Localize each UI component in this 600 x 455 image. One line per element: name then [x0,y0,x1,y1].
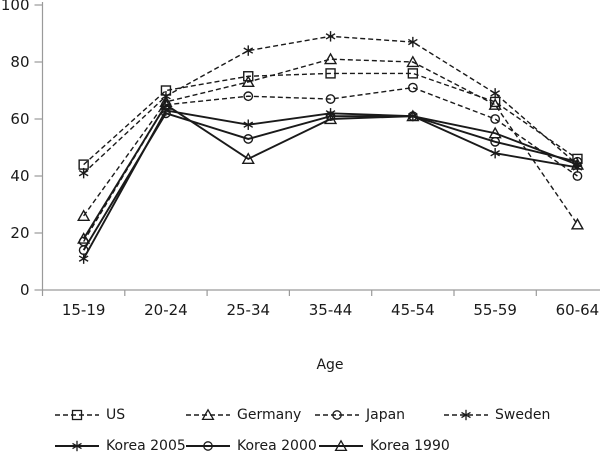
legend-label: US [106,407,126,423]
triangle-marker-icon [406,109,420,122]
legend-circle-icon [186,441,230,451]
series-korea-2000-line [82,112,578,251]
triangle-marker-icon [488,98,502,110]
asterisk-marker-icon [490,88,501,99]
legend-square-icon [55,409,99,421]
triangle-marker-icon [241,75,255,88]
series-japan [78,82,583,247]
line-chart: 0 20 40 60 80 100 15-19 20-24 25-34 35-44 45-54 55-… [1,0,600,373]
triangle-marker-icon [334,439,348,452]
legend-item-japan: Japan [315,406,405,424]
circle-marker-icon [325,111,336,122]
y-tick-label: 100 [1,0,30,14]
asterisk-marker-icon [325,31,336,42]
triangle-marker-icon [159,98,173,110]
y-tick-label: 20 [10,224,29,242]
square-marker-icon [71,409,83,421]
series-korea-1990-line [82,103,578,240]
y-tick-label: 60 [10,110,29,128]
triangle-marker-icon [570,217,585,230]
triangle-marker-icon [570,157,585,170]
legend-circle-icon [315,410,359,420]
asterisk-marker-icon [78,167,89,179]
legend-label: Korea 2000 [237,438,317,454]
x-tick-label: 20-24 [144,301,188,319]
legend-triangle-icon [319,439,363,452]
x-tick-label: 15-19 [62,301,106,319]
triangle-marker-icon [323,112,338,125]
legend-item-sweden: Sweden [444,406,550,424]
series-sweden-line [83,35,578,174]
asterisk-marker-icon [461,409,471,421]
legend-item-us: US [55,406,125,424]
x-tick-label: 35-44 [309,301,353,319]
legend-label: Japan [366,407,406,423]
circle-marker-icon [490,114,501,124]
x-tick-label: 60-64 [556,301,600,319]
legend-item-korea-2000: Korea 2000 [186,437,317,455]
y-tick-label: 40 [10,167,29,185]
legend-triangle-icon [186,408,230,421]
square-marker-icon [325,68,336,79]
legend-asterisk-icon [444,409,488,421]
legend-label: Korea 1990 [370,438,450,454]
circle-marker-icon [407,82,418,93]
series-japan-line [83,86,578,242]
legend-asterisk-icon [55,440,99,452]
circle-marker-icon [243,134,254,144]
y-tick-label: 0 [20,281,30,299]
series-korea-2005 [78,105,583,264]
circle-marker-icon [325,94,336,104]
legend-label: Germany [237,407,302,423]
circle-marker-icon [572,156,583,167]
series-germany-line [83,58,579,225]
triangle-marker-icon [201,408,215,421]
series-korea-1990 [77,98,585,244]
legend-label: Sweden [495,407,551,423]
series-germany [77,52,585,230]
x-axis-title: Age [316,357,343,373]
legend-item-korea-1990: Korea 1990 [319,437,450,455]
triangle-marker-icon [77,232,91,244]
triangle-marker-icon [323,52,338,65]
square-marker-icon [407,68,419,79]
x-tick-label: 25-34 [226,301,270,319]
asterisk-marker-icon [407,36,418,48]
asterisk-marker-icon [243,45,254,56]
triangle-marker-icon [488,126,502,139]
triangle-marker-icon [77,209,91,221]
triangle-marker-icon [406,55,420,68]
y-tick-label: 80 [10,53,29,71]
x-tick-label: 45-54 [391,301,435,319]
series-us-line [83,72,578,166]
legend-item-korea-2005: Korea 2005 [55,437,186,455]
asterisk-marker-icon [72,440,82,452]
asterisk-marker-icon [243,119,254,130]
circle-marker-icon [78,245,89,256]
legend-item-germany: Germany [186,406,301,424]
series-korea-2005-line [82,109,578,260]
asterisk-marker-icon [490,148,501,159]
triangle-marker-icon [241,152,255,164]
circle-marker-icon [203,441,213,451]
asterisk-marker-icon [78,253,89,264]
square-marker-icon [243,71,254,82]
chart-legend: US Germany Japan Sweden Korea 2005 Korea 2000… [0,398,600,455]
series-korea-2000 [78,108,583,256]
circle-marker-icon [243,91,254,102]
x-tick-label: 55-59 [473,301,517,319]
legend-label: Korea 2005 [106,438,186,454]
circle-marker-icon [332,410,342,420]
